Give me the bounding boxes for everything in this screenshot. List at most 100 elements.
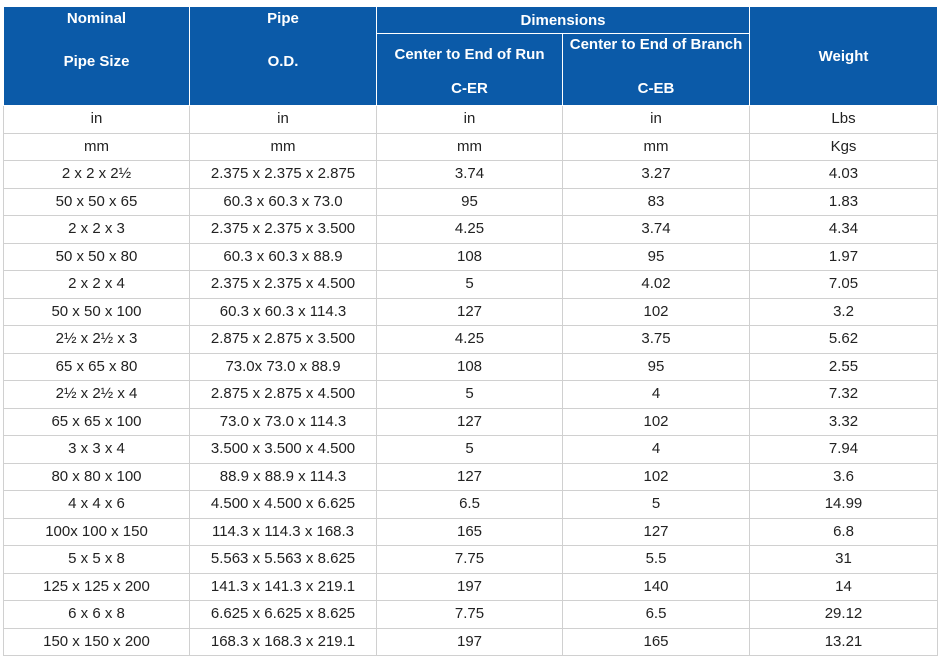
table-cell: 108 [376, 352, 563, 381]
table-cell: 4.34 [749, 215, 938, 244]
header-dimensions: Dimensions [376, 5, 750, 35]
table-cell: 4.25 [376, 215, 563, 244]
table-cell: 3.6 [749, 462, 938, 491]
table-cell: 114.3 x 114.3 x 168.3 [189, 517, 377, 546]
table-cell: in [3, 105, 190, 134]
table-cell: 168.3 x 168.3 x 219.1 [189, 627, 377, 656]
table-cell: 5.5 [562, 545, 750, 574]
table-row: 2½ x 2½ x 4 2.875 x 2.875 x 4.500 5 4 7.32 [3, 380, 938, 409]
table-cell: mm [189, 132, 377, 161]
table-cell: 140 [562, 572, 750, 601]
table-cell: mm [376, 132, 563, 161]
header-branch-line1: Center to End of Branch [569, 36, 743, 54]
header-pipe-line1: Pipe [267, 10, 299, 27]
table-cell: 80 x 80 x 100 [3, 462, 190, 491]
table-cell: 7.05 [749, 270, 938, 299]
table-cell: 1.83 [749, 187, 938, 216]
table-cell: 2½ x 2½ x 4 [3, 380, 190, 409]
table-cell: 3.74 [376, 160, 563, 189]
table-row: 2 x 2 x 4 2.375 x 2.375 x 4.500 5 4.02 7.05 [3, 270, 938, 299]
table-row: 50 x 50 x 65 60.3 x 60.3 x 73.0 95 83 1.83 [3, 187, 938, 216]
table-cell: 6 x 6 x 8 [3, 600, 190, 629]
table-cell: 7.75 [376, 600, 563, 629]
table-row: 100x 100 x 150 114.3 x 114.3 x 168.3 165 12… [3, 517, 938, 546]
table-cell: 2½ x 2½ x 3 [3, 325, 190, 354]
table-cell: 102 [562, 407, 750, 436]
table-cell: 2.875 x 2.875 x 4.500 [189, 380, 377, 409]
header-center-to-end-of-branch: Center to End of Branch C-EB [562, 33, 750, 106]
table-cell: 1.97 [749, 242, 938, 271]
table-cell: 7.32 [749, 380, 938, 409]
table-cell: 5 [376, 380, 563, 409]
table-cell: 3 x 3 x 4 [3, 435, 190, 464]
header-center-to-end-of-run: Center to End of Run C-ER [376, 33, 563, 106]
table-row: 2 x 2 x 3 2.375 x 2.375 x 3.500 4.25 3.74 4.… [3, 215, 938, 244]
table-cell: 6.8 [749, 517, 938, 546]
table-cell: 4.25 [376, 325, 563, 354]
table-row: 6 x 6 x 8 6.625 x 6.625 x 8.625 7.75 6.5 29.… [3, 600, 938, 629]
table-cell: 197 [376, 572, 563, 601]
table-cell: in [376, 105, 563, 134]
header-weight: Weight [749, 6, 938, 106]
table-row: 80 x 80 x 100 88.9 x 88.9 x 114.3 127 102 3.… [3, 462, 938, 491]
units-row-imperial: in in in in Lbs [3, 105, 938, 134]
table-cell: 6.625 x 6.625 x 8.625 [189, 600, 377, 629]
table-cell: 127 [376, 462, 563, 491]
table-row: 2 x 2 x 2½ 2.375 x 2.375 x 2.875 3.74 3.27 4… [3, 160, 938, 189]
table-cell: 2.55 [749, 352, 938, 381]
table-cell: 102 [562, 462, 750, 491]
table-cell: 5 [562, 490, 750, 519]
table-cell: 95 [562, 242, 750, 271]
table-row: 2½ x 2½ x 3 2.875 x 2.875 x 3.500 4.25 3.75… [3, 325, 938, 354]
table-cell: 3.75 [562, 325, 750, 354]
table-cell: 2 x 2 x 3 [3, 215, 190, 244]
table-cell: 13.21 [749, 627, 938, 656]
table-cell: 3.27 [562, 160, 750, 189]
header-pipe-line2: O.D. [267, 53, 299, 70]
table-cell: 31 [749, 545, 938, 574]
table-cell: 83 [562, 187, 750, 216]
table-cell: 127 [376, 297, 563, 326]
header-branch-line2: C-EB [637, 80, 675, 98]
table-cell: 141.3 x 141.3 x 219.1 [189, 572, 377, 601]
header-nominal-line1: Nominal [66, 10, 127, 27]
table-cell: 3.74 [562, 215, 750, 244]
table-cell: 4.03 [749, 160, 938, 189]
table-cell: 3.2 [749, 297, 938, 326]
table-cell: 6.5 [376, 490, 563, 519]
table-cell: 127 [376, 407, 563, 436]
table-body: in in in in Lbs mm mm mm mm Kgs 2 x 2 x … [3, 105, 938, 656]
table-cell: mm [562, 132, 750, 161]
table-cell: 102 [562, 297, 750, 326]
table-cell: 150 x 150 x 200 [3, 627, 190, 656]
table-row: 125 x 125 x 200 141.3 x 141.3 x 219.1 197 1… [3, 572, 938, 601]
header-run-line2: C-ER [451, 80, 488, 98]
table-cell: 95 [562, 352, 750, 381]
dimensions-table: Nominal Pipe Size Pipe O.D. Dimensions W… [3, 5, 938, 656]
table-cell: mm [3, 132, 190, 161]
table-cell: 7.94 [749, 435, 938, 464]
table-cell: 5.563 x 5.563 x 8.625 [189, 545, 377, 574]
table-cell: 197 [376, 627, 563, 656]
table-cell: 65 x 65 x 100 [3, 407, 190, 436]
table-row: 4 x 4 x 6 4.500 x 4.500 x 6.625 6.5 5 14.99 [3, 490, 938, 519]
table-cell: 2 x 2 x 2½ [3, 160, 190, 189]
table-cell: 2.875 x 2.875 x 3.500 [189, 325, 377, 354]
table-cell: 5 x 5 x 8 [3, 545, 190, 574]
table-cell: 88.9 x 88.9 x 114.3 [189, 462, 377, 491]
table-cell: 95 [376, 187, 563, 216]
table-row: 65 x 65 x 80 73.0x 73.0 x 88.9 108 95 2.55 [3, 352, 938, 381]
header-nominal-line2: Pipe Size [63, 53, 130, 70]
table-cell: 14.99 [749, 490, 938, 519]
table-cell: 2.375 x 2.375 x 3.500 [189, 215, 377, 244]
table-cell: 125 x 125 x 200 [3, 572, 190, 601]
table-cell: 60.3 x 60.3 x 88.9 [189, 242, 377, 271]
table-cell: 127 [562, 517, 750, 546]
table-cell: 7.75 [376, 545, 563, 574]
table-cell: 5 [376, 270, 563, 299]
table-cell: 4.02 [562, 270, 750, 299]
table-cell: 60.3 x 60.3 x 73.0 [189, 187, 377, 216]
table-cell: 65 x 65 x 80 [3, 352, 190, 381]
table-header: Nominal Pipe Size Pipe O.D. Dimensions W… [3, 5, 938, 106]
header-run-line1: Center to End of Run [394, 46, 545, 64]
